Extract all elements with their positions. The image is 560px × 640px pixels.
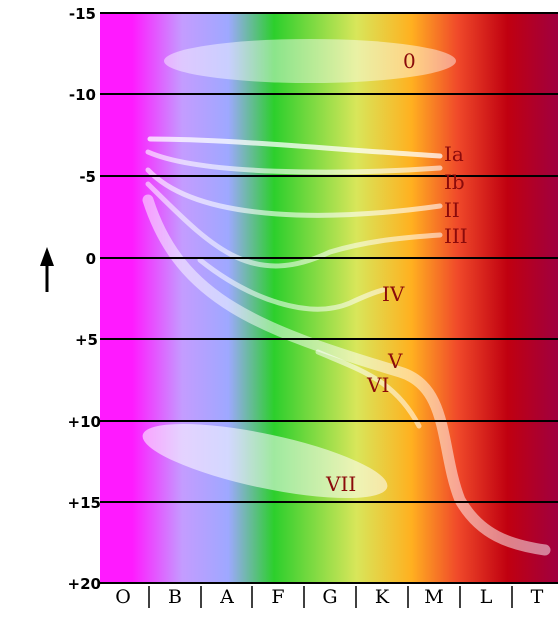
lum-label-Ib: Ib xyxy=(444,170,465,194)
spectral-class-label: A xyxy=(219,586,234,608)
lum-label-VII: VII xyxy=(325,472,356,496)
spectral-class-label: M xyxy=(424,586,443,608)
lum-label-V: V xyxy=(387,349,403,373)
band-III xyxy=(145,181,443,269)
spectral-class-label: B xyxy=(168,586,182,608)
band-0-hypergiants xyxy=(164,39,456,83)
up-arrow-icon xyxy=(40,247,54,292)
band-IV xyxy=(197,257,386,312)
spectral-class-label: G xyxy=(322,586,337,608)
y-tick-label: +10 xyxy=(68,413,101,431)
band-VII-white-dwarfs xyxy=(142,423,388,499)
y-tick-label: -5 xyxy=(79,168,96,186)
band-VI-subdwarfs xyxy=(315,349,422,429)
band-V-main-sequence xyxy=(142,194,551,556)
spectral-class-label: L xyxy=(480,586,493,608)
y-tick-label: -10 xyxy=(69,86,96,104)
spectral-class-label: T xyxy=(531,586,544,608)
band-Ia xyxy=(147,136,443,159)
band-II xyxy=(145,167,443,218)
lum-label-VI: VI xyxy=(366,373,389,397)
lum-label-II: II xyxy=(444,198,460,222)
spectral-class-label: O xyxy=(115,586,131,608)
lum-label-III: III xyxy=(444,224,468,248)
luminosity-bands xyxy=(142,39,551,556)
spectral-class-label: F xyxy=(271,586,284,608)
y-tick-label: 0 xyxy=(86,250,96,268)
spectrum-background xyxy=(100,13,558,583)
luminosity-labels: 0 Ia Ib II III IV V VI VII xyxy=(325,49,468,496)
band-Ib xyxy=(145,149,443,175)
magnitude-gridlines xyxy=(100,12,558,584)
y-tick-label: -15 xyxy=(69,5,96,23)
lum-label-IV: IV xyxy=(382,282,405,306)
y-axis-labels: -15 -10 -5 0 +5 +10 +15 +20 xyxy=(68,5,101,593)
y-tick-label: +20 xyxy=(68,575,101,593)
y-tick-label: +15 xyxy=(68,494,101,512)
spectral-class-label: K xyxy=(375,586,390,608)
y-tick-label: +5 xyxy=(75,331,98,349)
lum-label-Ia: Ia xyxy=(444,142,464,166)
spectral-axis: O B A F G K M L T xyxy=(115,586,544,608)
lum-label-0: 0 xyxy=(403,49,416,73)
